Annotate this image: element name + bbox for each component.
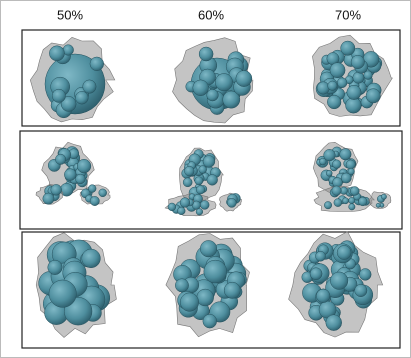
sphere (203, 314, 217, 328)
sphere (337, 78, 347, 88)
sphere (183, 178, 192, 187)
sphere (358, 197, 367, 206)
sphere (327, 95, 341, 109)
sphere (200, 200, 209, 209)
sphere (359, 269, 371, 281)
sphere (341, 41, 355, 55)
column-header: 50% (57, 7, 83, 22)
sphere (207, 175, 218, 186)
sphere (199, 166, 207, 174)
sphere (341, 173, 351, 183)
sphere (204, 260, 227, 283)
sphere (350, 187, 359, 196)
sphere (236, 71, 252, 87)
sphere (177, 207, 185, 215)
page: 50% 60% 70% (() => { const data = JSON.p… (0, 0, 411, 358)
sphere (184, 166, 194, 176)
sphere (330, 63, 345, 78)
sphere (328, 81, 338, 91)
sphere (52, 89, 65, 102)
sphere (43, 193, 54, 204)
sphere (353, 72, 364, 83)
sphere (317, 82, 330, 95)
sphere (195, 177, 203, 185)
sphere (193, 80, 209, 96)
sphere (64, 169, 76, 181)
sphere (168, 203, 176, 211)
sphere (99, 189, 107, 197)
sphere (310, 268, 322, 280)
sphere (215, 74, 232, 91)
sphere (77, 159, 91, 173)
sphere (203, 156, 215, 168)
sphere (196, 208, 203, 215)
sphere (315, 251, 325, 261)
sphere (180, 293, 198, 311)
sphere (347, 85, 361, 99)
sphere (55, 154, 65, 164)
sphere (346, 160, 355, 169)
sphere (227, 198, 236, 207)
sphere (330, 272, 347, 289)
sphere (75, 91, 88, 104)
sphere (175, 279, 188, 292)
sphere (326, 170, 332, 176)
sphere (340, 149, 352, 161)
figure: 50% 60% 70% (0, 0, 411, 358)
sphere (316, 289, 330, 303)
sphere (355, 284, 367, 296)
sphere (332, 186, 342, 196)
sphere (180, 198, 190, 208)
sphere (348, 197, 354, 203)
renderings (30, 35, 392, 337)
sphere (337, 245, 351, 259)
column-header: 70% (335, 7, 361, 22)
sphere (326, 315, 342, 331)
sphere (199, 47, 213, 61)
column-header: 60% (198, 7, 224, 22)
sphere (332, 160, 341, 169)
sphere (324, 201, 331, 208)
sphere (82, 249, 101, 268)
sphere (90, 57, 104, 71)
sphere (342, 198, 348, 204)
sphere (351, 55, 364, 68)
sphere (224, 282, 240, 298)
sphere (349, 204, 355, 210)
sphere (376, 203, 380, 207)
sphere (83, 80, 96, 93)
sphere (75, 174, 85, 184)
sphere (200, 240, 216, 256)
sphere (324, 149, 336, 161)
sphere (366, 89, 380, 103)
sphere (51, 184, 62, 195)
sphere (196, 185, 205, 194)
sphere (49, 280, 76, 307)
sphere (207, 89, 219, 101)
sphere (197, 289, 214, 306)
sphere (334, 199, 342, 207)
sphere (49, 46, 64, 61)
sphere (90, 196, 99, 205)
sphere (88, 185, 96, 193)
sphere (381, 194, 386, 199)
sphere (48, 260, 62, 274)
